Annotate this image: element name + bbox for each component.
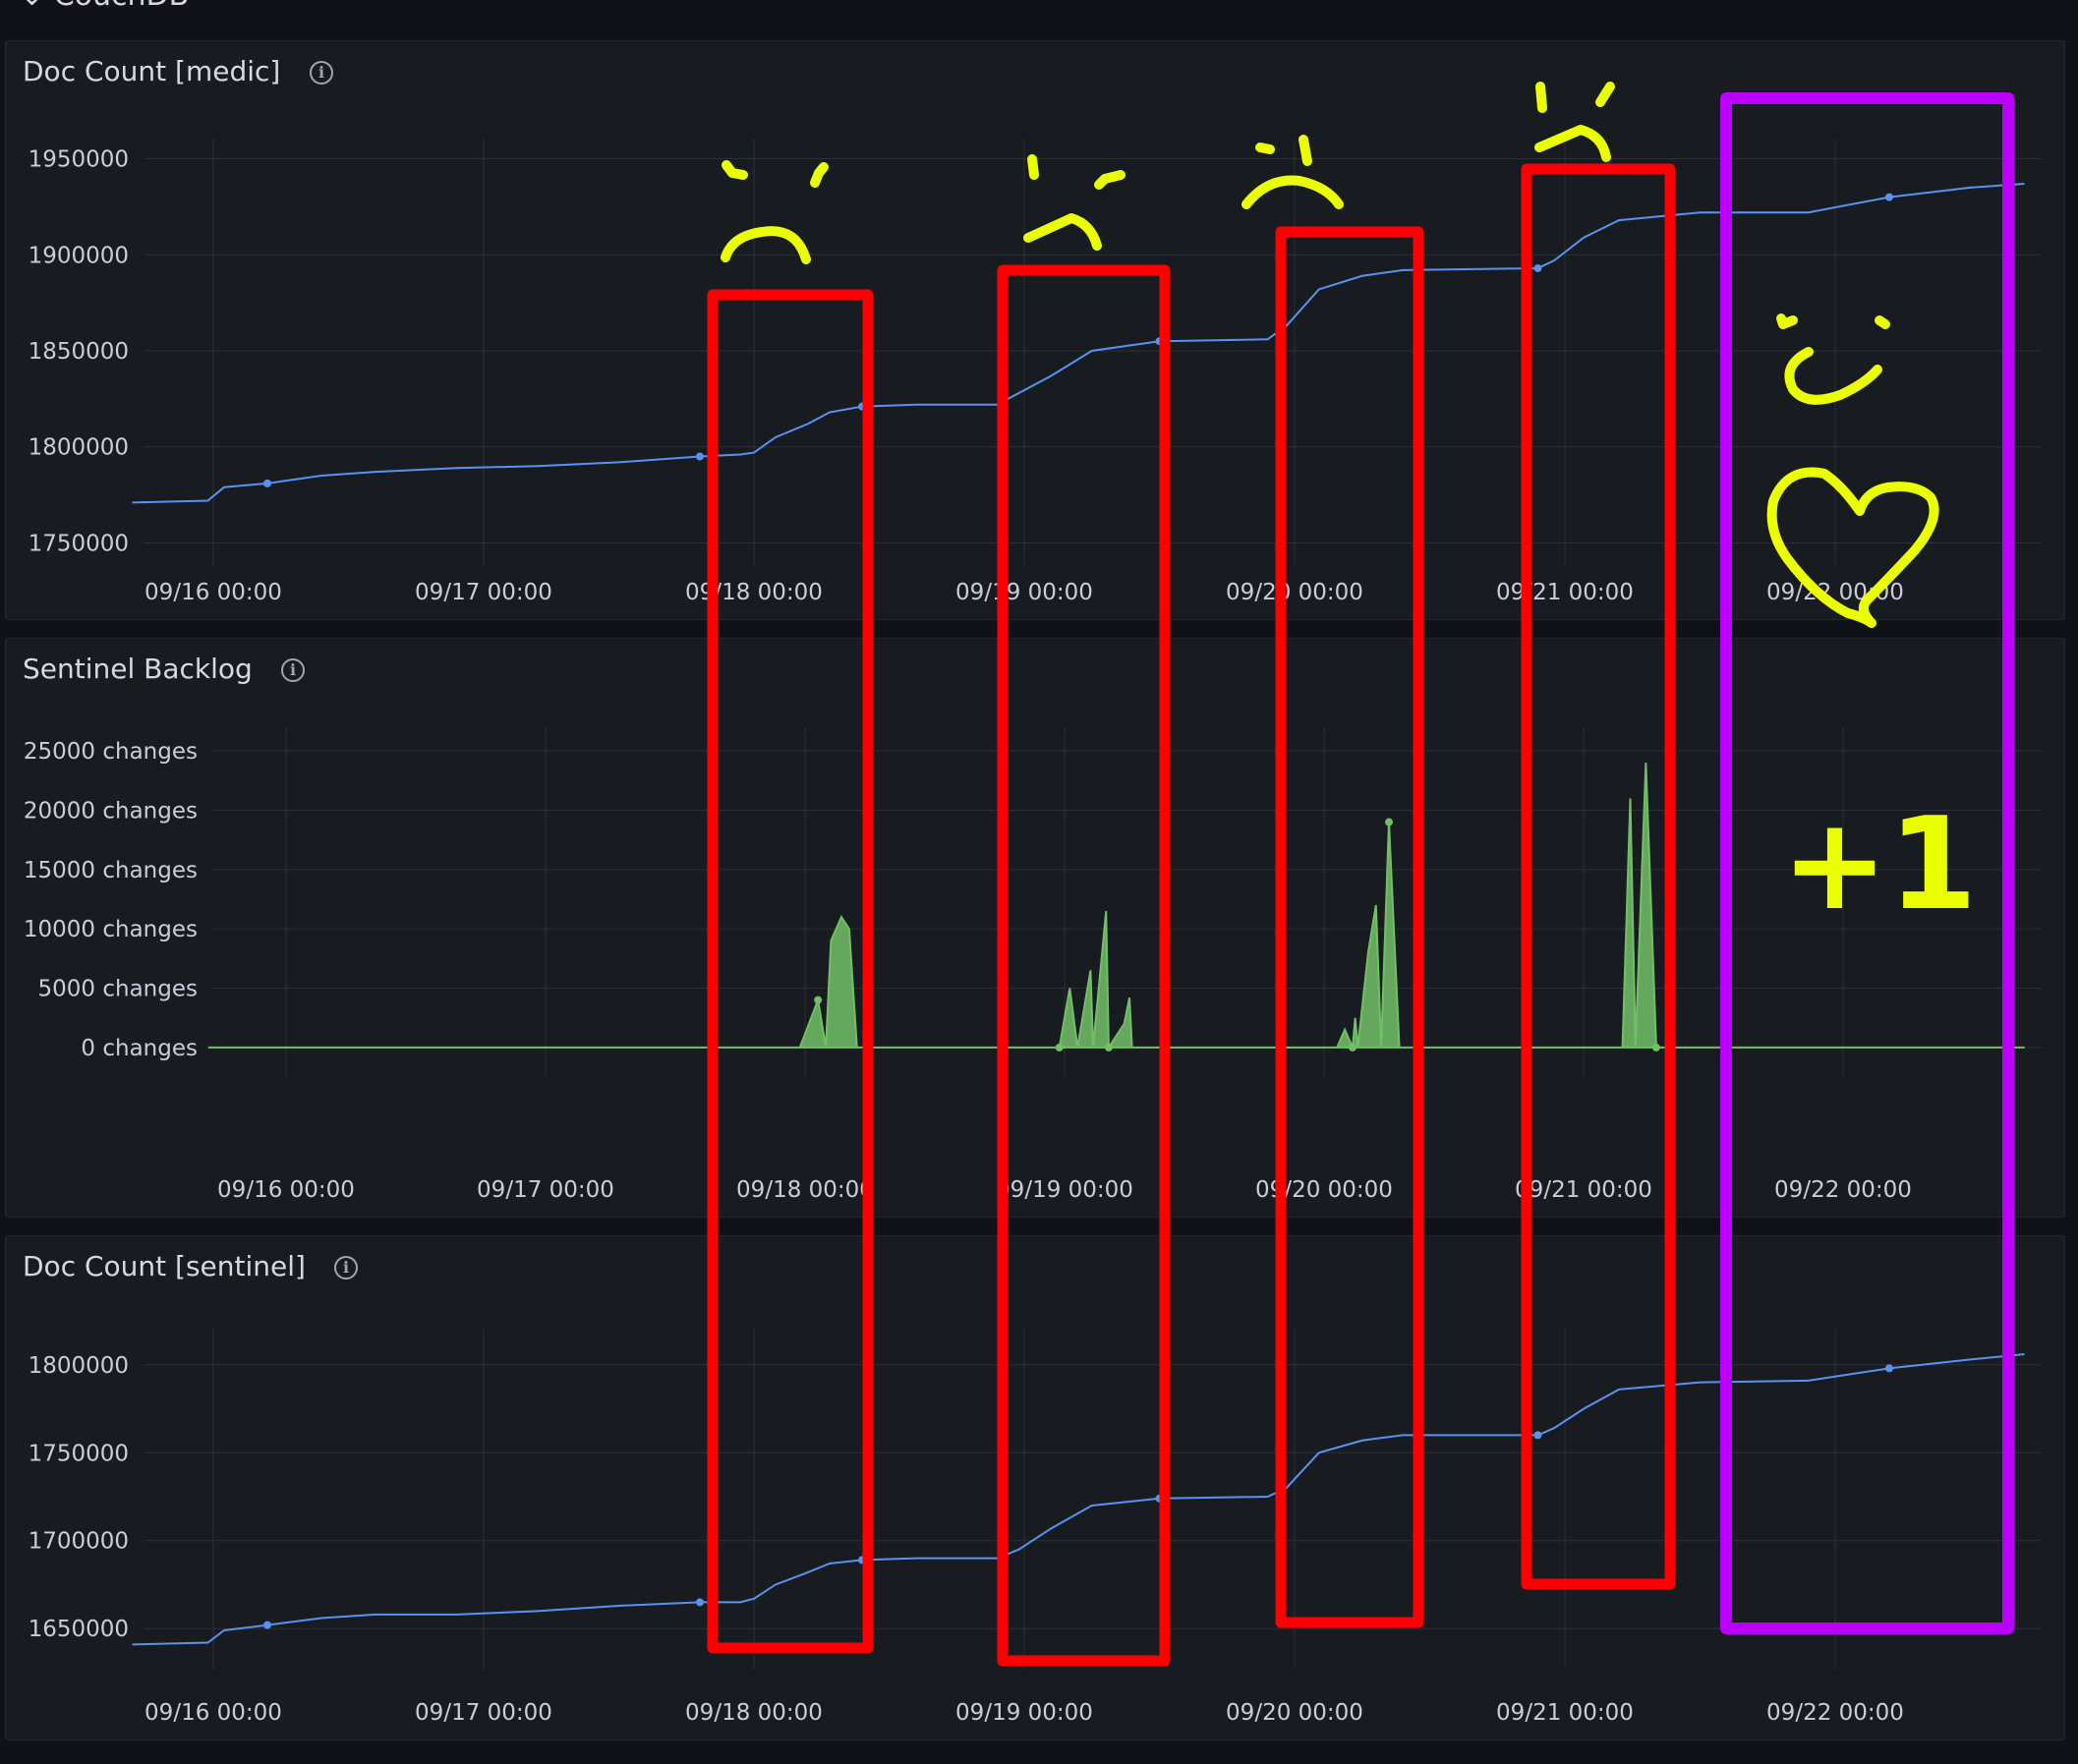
data-point: [1651, 1043, 1660, 1052]
series-area: [207, 763, 2025, 1052]
panel-title[interactable]: Doc Count [sentinel]: [23, 1250, 306, 1282]
panel-sentinel-backlog: Sentinel Backlog i 25000 changes 20000 ch…: [5, 638, 2065, 1218]
x-tick-label: 09/16 00:00: [144, 580, 282, 605]
series-line: [132, 1353, 2025, 1646]
x-tick-label: 09/18 00:00: [736, 1177, 874, 1203]
data-point: [814, 996, 823, 1004]
y-tick-label: 15000 changes: [24, 858, 198, 883]
x-tick-label: 09/19 00:00: [955, 1700, 1093, 1726]
x-tick-label: 09/21 00:00: [1515, 1177, 1652, 1203]
y-tick-label: 1650000: [29, 1617, 129, 1642]
info-icon[interactable]: i: [334, 1256, 358, 1280]
x-tick-label: 09/19 00:00: [996, 1177, 1133, 1203]
chart-doc-count-sentinel: 1800000 1750000 1700000 1650000 09/16 00:00 0…: [29, 1330, 2041, 1726]
panel-title[interactable]: Sentinel Backlog: [23, 653, 253, 685]
y-tick-label: 0 changes: [81, 1036, 198, 1061]
y-tick-label: 25000 changes: [24, 739, 198, 765]
x-tick-label: 09/17 00:00: [415, 580, 552, 605]
x-tick-label: 09/16 00:00: [144, 1700, 282, 1726]
chart-sentinel-backlog: 25000 changes 20000 changes 15000 changes 1…: [24, 727, 2041, 1203]
section-header[interactable]: ⌄ CouchDB: [20, 0, 189, 13]
chevron-down-icon: ⌄: [20, 0, 54, 13]
data-point: [858, 402, 866, 411]
y-tick-label: 20000 changes: [24, 798, 198, 824]
data-point: [1533, 1431, 1542, 1440]
panel-title[interactable]: Doc Count [medic]: [23, 55, 281, 87]
data-point: [1385, 818, 1393, 826]
data-point: [696, 1598, 704, 1607]
x-tick-label: 09/18 00:00: [685, 580, 823, 605]
x-tick-label: 09/22 00:00: [1774, 1177, 1912, 1203]
data-point: [263, 1621, 271, 1629]
data-point: [1104, 1043, 1113, 1052]
x-tick-label: 09/16 00:00: [217, 1177, 355, 1203]
x-tick-label: 09/17 00:00: [415, 1700, 552, 1726]
y-tick-label: 1800000: [29, 1353, 129, 1379]
x-tick-label: 09/22 00:00: [1766, 1700, 1904, 1726]
chart-doc-count-medic: 1950000 1900000 1850000 1800000 1750000 09/16…: [29, 140, 2041, 605]
y-tick-label: 5000 changes: [38, 977, 198, 1002]
y-tick-label: 1750000: [29, 1441, 129, 1466]
x-tick-label: 09/20 00:00: [1226, 580, 1363, 605]
y-tick-label: 1850000: [29, 339, 129, 365]
data-point: [1533, 263, 1542, 272]
x-tick-label: 09/21 00:00: [1496, 580, 1634, 605]
x-tick-label: 09/18 00:00: [685, 1700, 823, 1726]
data-point: [696, 452, 704, 461]
section-title: CouchDB: [54, 0, 190, 13]
data-point: [1155, 1494, 1164, 1503]
info-icon[interactable]: i: [281, 658, 305, 682]
y-tick-label: 10000 changes: [24, 917, 198, 942]
x-tick-label: 09/21 00:00: [1496, 1700, 1634, 1726]
data-point: [1885, 1364, 1893, 1373]
y-tick-label: 1950000: [29, 147, 129, 173]
data-point: [263, 479, 271, 487]
x-tick-label: 09/19 00:00: [955, 580, 1093, 605]
data-point: [858, 1556, 866, 1565]
data-point: [1349, 1043, 1357, 1052]
y-tick-label: 1900000: [29, 243, 129, 268]
x-tick-label: 09/20 00:00: [1255, 1177, 1393, 1203]
panel-doc-count-sentinel: Doc Count [sentinel] i 1800000 1750000 170…: [5, 1235, 2065, 1740]
y-tick-label: 1750000: [29, 531, 129, 556]
panel-doc-count-medic: Doc Count [medic] i 1950000 1900000 185000…: [5, 40, 2065, 620]
data-point: [1055, 1043, 1064, 1052]
x-tick-label: 09/22 00:00: [1766, 580, 1904, 605]
data-point: [1155, 337, 1164, 346]
x-tick-label: 09/20 00:00: [1226, 1700, 1363, 1726]
y-tick-label: 1700000: [29, 1529, 129, 1555]
data-point: [1885, 193, 1893, 201]
series-line: [132, 182, 2025, 504]
y-tick-label: 1800000: [29, 435, 129, 461]
info-icon[interactable]: i: [310, 61, 333, 85]
x-tick-label: 09/17 00:00: [477, 1177, 614, 1203]
